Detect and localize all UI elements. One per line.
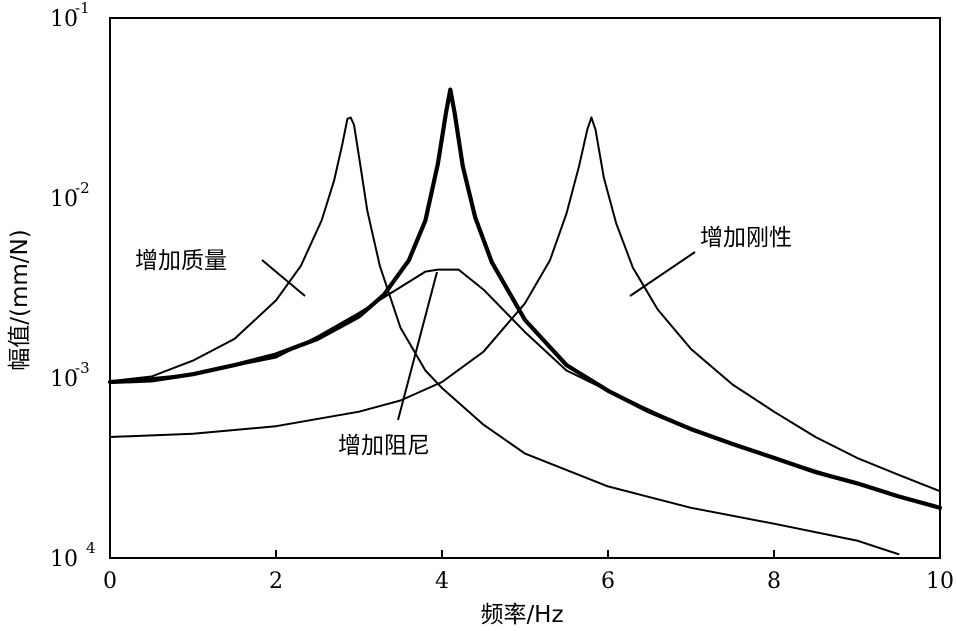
y-tick-label-4: 10 4: [50, 539, 96, 572]
y-tick-base: 10: [50, 547, 78, 572]
y-tick-base: 10: [50, 187, 78, 212]
leader-line-stiffness: [629, 251, 696, 297]
y-axis-label: 幅值/(mm/N): [7, 229, 33, 370]
series-added-damping: [109, 268, 941, 509]
x-tick-label: 8: [767, 569, 781, 594]
y-tick-label-1: 10 -1: [50, 0, 90, 32]
x-tick-label: 0: [103, 569, 117, 594]
y-tick-label-3: 10 -3: [50, 359, 90, 392]
x-axis-label: 频率/Hz: [480, 602, 563, 628]
annotation-damping: 增加阻尼: [338, 433, 430, 459]
y-tick-exponent: -1: [75, 0, 90, 17]
y-tick-exponent: -3: [75, 359, 90, 377]
plot-frame: [109, 17, 941, 559]
annotation-mass: 增加质量: [135, 248, 227, 274]
series-added-stiffness: [109, 116, 941, 493]
y-tick-exponent: 4: [86, 539, 96, 557]
annotation-stiffness: 增加刚性: [700, 225, 792, 251]
y-tick-label-2: 10 -2: [50, 179, 90, 212]
x-tick-label: 10: [926, 569, 954, 594]
y-tick-base: 10: [50, 367, 78, 392]
y-tick-exponent: -2: [75, 179, 90, 197]
series-added-mass: [109, 116, 900, 556]
leader-line-mass: [261, 259, 306, 297]
series-group: [107, 87, 943, 556]
x-tick-label: 4: [435, 569, 449, 594]
leader-line-damping: [397, 271, 438, 421]
x-tick-label: 6: [601, 569, 615, 594]
series-baseline: [107, 87, 943, 510]
x-tick-label: 2: [269, 569, 283, 594]
x-tick-marks: [275, 550, 775, 558]
y-tick-base: 10: [50, 7, 78, 32]
annotation-leaders: [261, 251, 696, 421]
